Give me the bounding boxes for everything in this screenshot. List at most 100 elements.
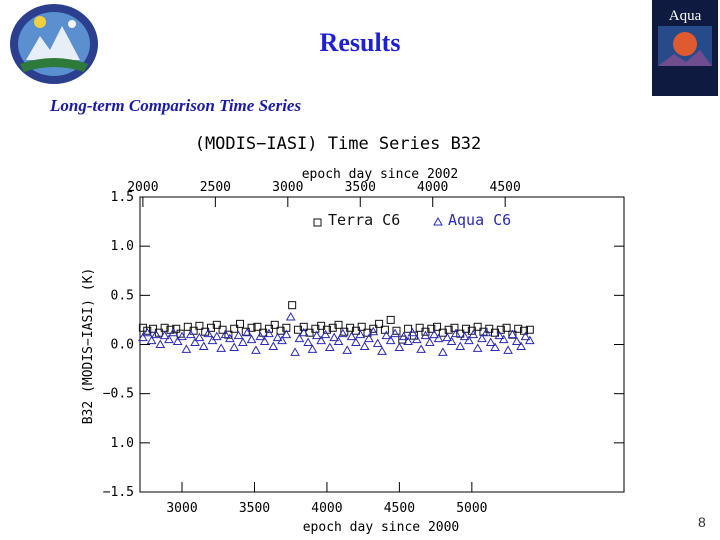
terra-point [212,320,221,329]
top-x-tick-label: 3000 [272,180,303,195]
aqua-point [485,337,496,347]
aqua-point [351,337,361,347]
terra-point [369,324,378,333]
aqua-point [290,347,300,356]
x-tick-label: 4500 [384,501,415,516]
x-tick-label: 4000 [311,501,342,516]
aqua-point [168,327,179,337]
aqua-point [338,328,348,338]
aqua-point [381,330,392,340]
aqua-point [359,341,370,350]
aqua-point [368,326,379,336]
slide-subtitle: Long-term Comparison Time Series [50,96,302,115]
y-tick-label: 1.5 [111,190,134,205]
aqua-point [255,331,266,341]
aqua-point [507,329,518,339]
aqua-point [190,337,200,347]
aqua-point [420,330,431,340]
aqua-point [172,336,183,346]
mission-logo [10,4,98,84]
aqua-point [138,332,148,342]
terra-point [293,325,302,334]
terra-point [328,323,337,332]
terra-point [462,324,471,333]
aqua-point [233,330,244,340]
aqua-point [416,344,426,353]
aqua-point [146,335,157,345]
aqua-point [311,330,322,340]
aqua-point [151,329,161,339]
terra-point [404,324,413,333]
slide-title: Results [319,28,401,57]
aqua-point [398,331,409,341]
aqua-point [355,329,366,339]
top-x-tick-label: 2500 [200,180,231,195]
legend-aqua-marker [433,216,443,226]
aqua-point [394,342,405,351]
aqua-point [438,347,448,356]
aqua-point [298,327,309,337]
terra-point [444,325,453,334]
plot-frame [139,196,625,493]
aqua-point [407,327,418,337]
aqua-point [268,341,279,350]
terra-point [143,326,152,335]
terra-point [299,322,308,331]
terra-point [346,323,355,332]
aqua-point [459,331,470,341]
terra-point [392,326,401,335]
aqua-point [468,329,479,339]
terra-point [427,324,436,333]
aqua-point [181,344,192,353]
aqua-point [442,332,453,342]
aqua-point [346,331,357,341]
terra-point [247,323,256,332]
aqua-logo-text: Aqua [669,8,702,24]
aqua-point [242,327,253,337]
top-x-tick-label: 4500 [490,180,521,195]
aqua-point [520,331,531,341]
aqua-point [411,334,422,344]
aqua-point [342,345,353,354]
aqua-point [524,335,535,345]
y-tick-label: 1.0 [111,436,134,451]
aqua-point [246,334,257,344]
aqua-point [320,329,331,339]
aqua-point [329,332,340,342]
y-tick-label: 1.0 [111,239,134,254]
terra-point [276,326,285,335]
aqua-point [164,334,174,344]
terra-point [218,325,227,334]
x-tick-label: 5000 [456,501,487,516]
aqua-point [264,328,274,338]
terra-point [514,324,523,333]
aqua-point [472,343,483,352]
y-axis-label: B32 (MODIS−IASI) (K) [81,268,96,425]
terra-point [270,320,279,329]
terra-point [235,319,244,328]
terra-point [375,319,384,328]
terra-point [386,315,395,324]
aqua-point [307,344,318,353]
page-number: 8 [698,514,706,530]
aqua-point [429,329,440,339]
aqua-point [142,327,153,337]
chart-axes: 3000 3500 4000 4500 5000 2000 2500 3000 3500 4000… [103,180,625,516]
terra-point [525,325,534,334]
terra-point [311,324,320,333]
terra-point [334,320,343,329]
aqua-point [203,328,213,338]
aqua-point [155,339,166,348]
legend-terra-marker [313,218,322,227]
aqua-point [220,329,231,339]
aqua-point [229,342,240,351]
aqua-logo: Aqua [652,0,718,96]
aqua-point [433,333,444,343]
terra-point [357,322,366,331]
aqua-point [464,335,474,345]
aqua-point [198,341,209,350]
chart-title: (MODIS−IASI) Time Series B32 [195,134,482,154]
aqua-point [216,343,227,352]
top-x-tick-label: 3500 [345,180,376,195]
terra-point [473,322,482,331]
